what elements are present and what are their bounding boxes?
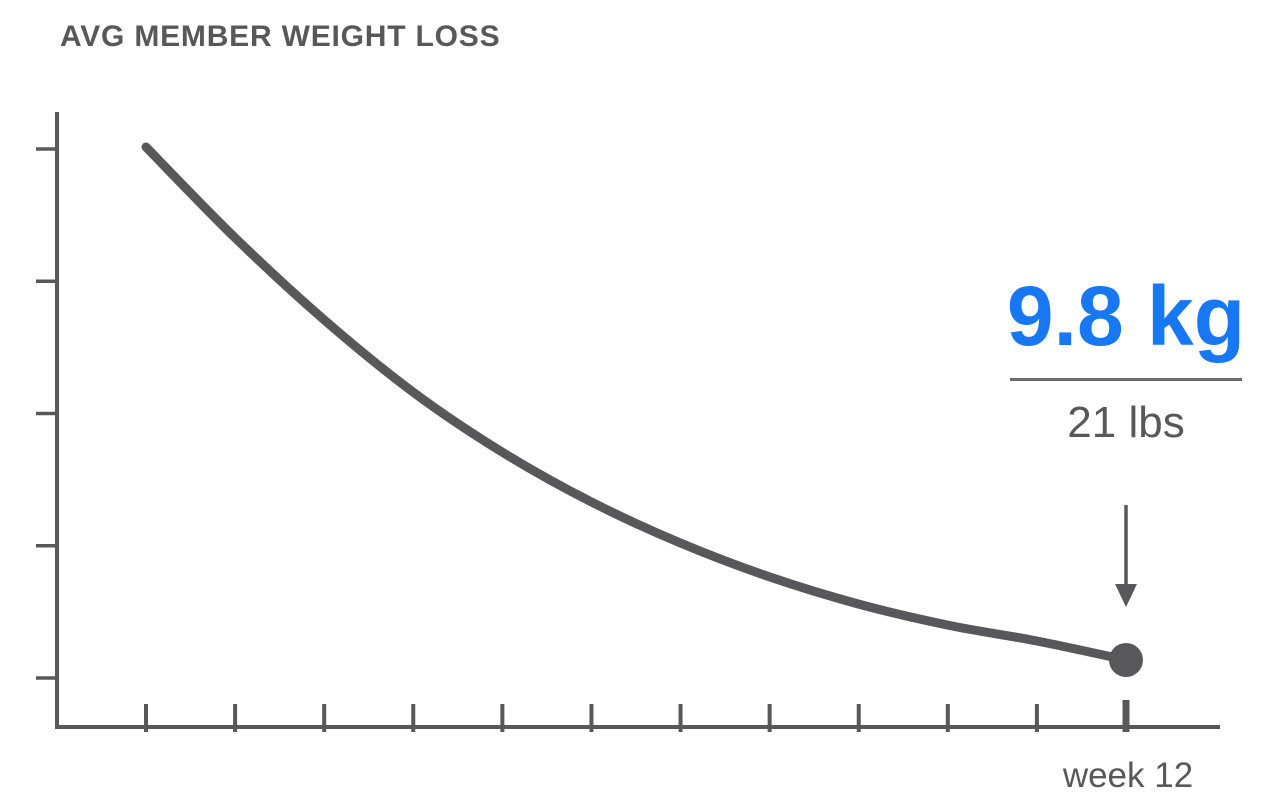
annotation-divider — [1010, 378, 1242, 381]
x-axis-week-label: week 12 — [1062, 756, 1194, 795]
endpoint-value-pounds: 21 lbs — [1067, 398, 1185, 447]
endpoint-value-kilograms: 9.8 kg — [1006, 269, 1246, 363]
down-arrow-head-icon — [1115, 584, 1137, 607]
endpoint-annotation: 9.8 kg 21 lbs — [1000, 274, 1252, 445]
weight-loss-curve — [141, 142, 1131, 665]
endpoint-dot — [1109, 643, 1143, 677]
chart-title: AVG MEMBER WEIGHT LOSS — [60, 20, 501, 53]
